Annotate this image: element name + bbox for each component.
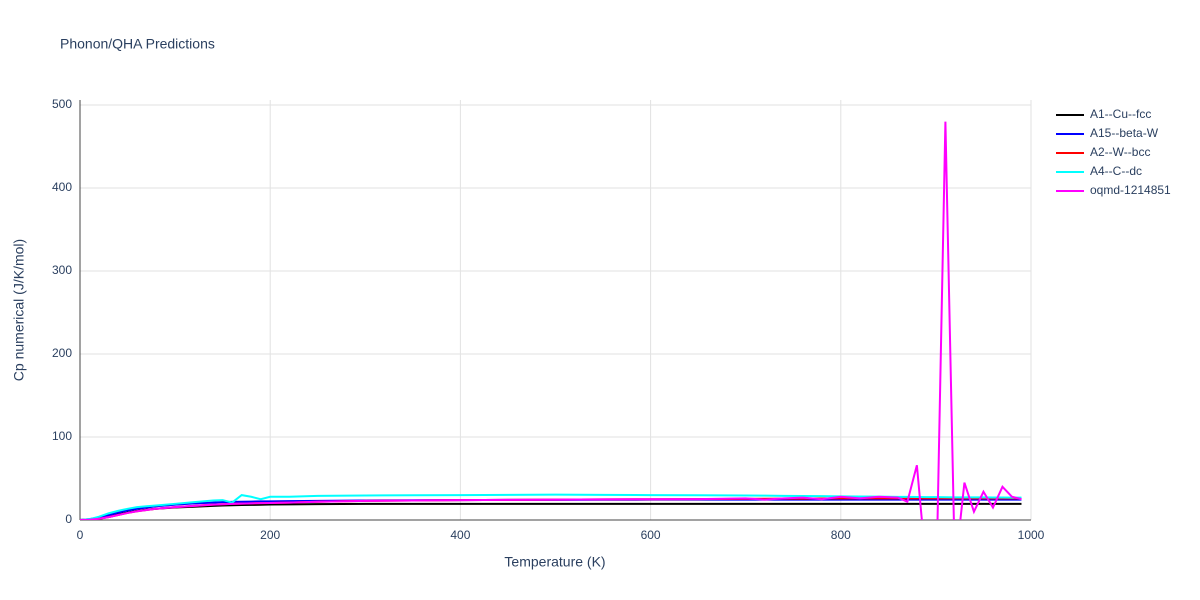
series-line xyxy=(80,493,1022,520)
x-tick-label: 0 xyxy=(77,528,84,542)
x-tick-label: 400 xyxy=(450,528,470,542)
legend-label: oqmd-1214851 xyxy=(1090,183,1171,197)
legend-item[interactable]: A15--beta-W xyxy=(1056,126,1159,140)
y-axis-title: Cp numerical (J/K/mol) xyxy=(11,239,27,381)
y-tick-label: 200 xyxy=(52,346,72,360)
legend-item[interactable]: A2--W--bcc xyxy=(1056,145,1150,159)
legend-item[interactable]: A1--Cu--fcc xyxy=(1056,107,1151,121)
y-tick-label: 0 xyxy=(65,512,72,526)
grid: 0 200 400 600 800 1000 0 100 200 300 400 500 xyxy=(52,97,1045,542)
series-line xyxy=(80,502,1022,520)
y-tick-label: 300 xyxy=(52,263,72,277)
chart-title: Phonon/QHA Predictions xyxy=(60,36,215,52)
legend-label: A2--W--bcc xyxy=(1090,145,1150,159)
y-tick-label: 100 xyxy=(52,429,72,443)
x-tick-label: 1000 xyxy=(1018,528,1045,542)
legend-label: A15--beta-W xyxy=(1090,126,1159,140)
legend-item[interactable]: A4--C--dc xyxy=(1056,164,1142,178)
y-tick-label: 500 xyxy=(52,97,72,111)
x-tick-label: 600 xyxy=(641,528,661,542)
series-line xyxy=(80,121,1022,520)
legend-label: A1--Cu--fcc xyxy=(1090,107,1151,121)
x-axis-title: Temperature (K) xyxy=(504,554,605,570)
x-tick-label: 800 xyxy=(831,528,851,542)
legend: A1--Cu--fcc A15--beta-W A2--W--bcc A4--C--d… xyxy=(1056,107,1171,197)
plot-area xyxy=(80,121,1022,520)
x-tick-label: 200 xyxy=(260,528,280,542)
legend-label: A4--C--dc xyxy=(1090,164,1142,178)
legend-item[interactable]: oqmd-1214851 xyxy=(1056,183,1171,197)
series-line xyxy=(80,498,1022,520)
y-tick-label: 400 xyxy=(52,180,72,194)
